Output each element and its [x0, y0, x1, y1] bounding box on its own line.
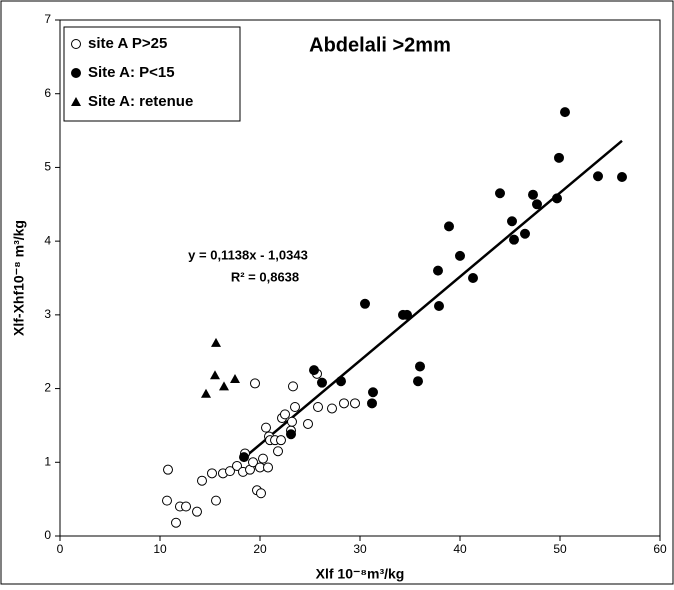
point	[258, 453, 268, 464]
point	[288, 381, 298, 392]
point	[207, 468, 217, 479]
point	[413, 376, 423, 387]
x-tick-label: 10	[153, 542, 167, 556]
legend-marker	[71, 39, 81, 49]
chart-title: Abdelali >2mm	[309, 34, 451, 56]
x-tick-label: 20	[253, 542, 267, 556]
point	[256, 488, 266, 499]
point	[163, 464, 173, 475]
point	[495, 188, 505, 199]
point	[309, 365, 319, 376]
point	[273, 446, 283, 457]
point	[248, 457, 258, 468]
point	[263, 462, 273, 473]
point	[290, 402, 300, 412]
y-tick-label: 6	[44, 86, 51, 100]
point	[171, 517, 181, 528]
legend	[63, 26, 241, 122]
triangle-point	[219, 381, 229, 391]
x-axis-label: Xlf 10⁻⁸m³/kg	[316, 566, 405, 582]
point	[528, 189, 538, 200]
y-tick-label: 0	[44, 528, 51, 542]
point	[317, 377, 327, 388]
triangle-point	[210, 370, 220, 380]
point	[313, 402, 323, 412]
point	[367, 398, 377, 409]
y-tick-label: 5	[44, 160, 51, 174]
point	[261, 422, 271, 433]
point	[336, 376, 346, 387]
legend-marker	[71, 68, 81, 78]
point	[468, 273, 478, 283]
point	[415, 361, 425, 372]
legend-label: site A P>25	[88, 35, 167, 52]
point	[350, 398, 360, 409]
point	[280, 409, 290, 420]
x-tick-label: 40	[453, 542, 467, 556]
point	[434, 301, 444, 312]
point	[532, 199, 542, 210]
point	[181, 501, 191, 512]
y-tick-label: 3	[44, 307, 51, 321]
point	[286, 429, 296, 440]
y-tick-label: 1	[44, 454, 51, 468]
point	[197, 475, 207, 486]
trendline	[244, 139, 623, 459]
y-tick-label: 2	[44, 381, 51, 395]
point	[303, 418, 313, 429]
point	[276, 435, 286, 446]
r-squared: R² = 0,8638	[231, 269, 299, 284]
triangle-point	[230, 373, 240, 383]
point	[507, 216, 517, 227]
point	[509, 234, 519, 245]
point	[225, 466, 235, 477]
legend-marker	[71, 97, 81, 106]
point	[433, 265, 443, 276]
point	[339, 398, 349, 409]
triangle-point	[211, 337, 221, 347]
point	[554, 152, 564, 163]
x-tick-label: 60	[653, 542, 667, 556]
point	[239, 452, 249, 463]
y-axis-label: Xlf-Xhf10⁻⁸ m³/kg	[11, 220, 27, 336]
point	[287, 416, 297, 427]
point	[593, 171, 603, 182]
point	[444, 221, 454, 232]
point	[327, 403, 337, 414]
x-tick-label: 0	[57, 542, 64, 556]
point	[360, 298, 370, 309]
point	[617, 172, 627, 183]
point	[250, 378, 260, 389]
y-tick-label: 7	[44, 12, 51, 26]
triangle-point	[201, 388, 211, 398]
point	[192, 506, 202, 517]
point	[211, 495, 221, 506]
equation: y = 0,1138x - 1,0343	[188, 247, 308, 262]
point	[368, 387, 378, 398]
point	[560, 107, 570, 118]
legend-label: Site A: P<15	[88, 64, 175, 81]
point	[455, 250, 465, 261]
point	[552, 193, 562, 204]
point	[402, 309, 412, 320]
point	[162, 495, 172, 506]
y-tick-label: 4	[44, 233, 51, 247]
legend-label: Site A: retenue	[88, 93, 193, 110]
x-tick-label: 50	[553, 542, 567, 556]
point	[232, 460, 242, 471]
x-tick-label: 30	[353, 542, 367, 556]
point	[520, 228, 530, 239]
